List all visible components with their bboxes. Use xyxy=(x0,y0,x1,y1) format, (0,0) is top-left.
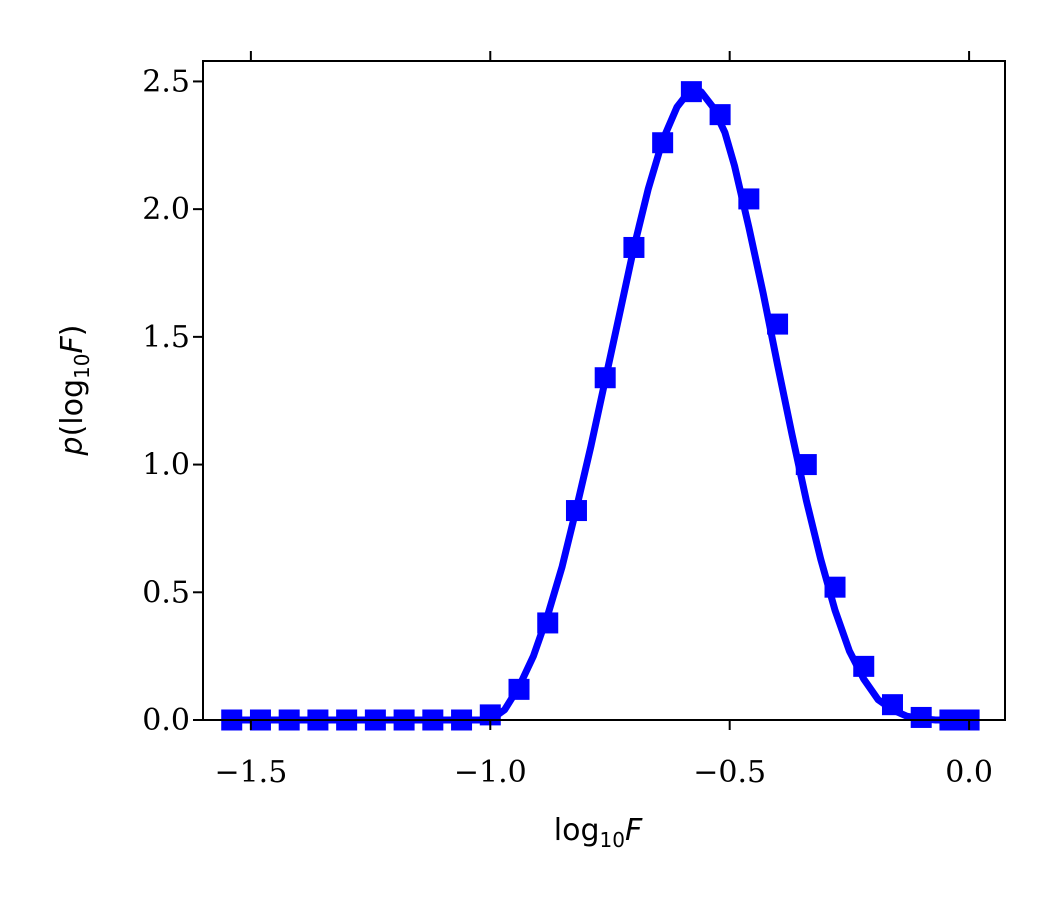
y-tick-label: 0.5 xyxy=(142,575,190,610)
data-marker xyxy=(508,678,530,700)
axes-frame xyxy=(202,60,1006,721)
x-axis: −1.5 −1.0 −0.5 0.0 xyxy=(214,51,993,790)
data-marker xyxy=(853,655,875,677)
y-tick-label: 1.5 xyxy=(142,320,190,355)
data-marker xyxy=(881,694,903,716)
data-marker xyxy=(795,454,817,476)
data-marker xyxy=(910,706,932,728)
fit-curve xyxy=(228,88,973,724)
data-marker xyxy=(709,104,731,126)
y-tick-label: 0.0 xyxy=(142,703,190,738)
data-marker xyxy=(565,500,587,522)
data-marker xyxy=(652,132,674,154)
data-marker xyxy=(767,313,789,335)
data-marker xyxy=(537,612,559,634)
y-tick-label: 1.0 xyxy=(142,448,190,483)
x-tick-label: −1.5 xyxy=(214,755,287,790)
x-axis-label: log10F xyxy=(554,813,643,852)
x-tick-label: −0.5 xyxy=(693,755,766,790)
x-tick-label: −1.0 xyxy=(454,755,527,790)
y-axis-label: p(log10F) xyxy=(55,325,94,457)
y-tick-label: 2.0 xyxy=(142,192,190,227)
data-marker xyxy=(594,367,616,389)
data-marker xyxy=(623,236,645,258)
y-tick-label: 2.5 xyxy=(142,64,190,99)
y-axis: 0.0 0.5 1.0 1.5 2.0 2.5 xyxy=(142,64,203,738)
x-tick-label: 0.0 xyxy=(945,755,993,790)
data-marker xyxy=(738,188,760,210)
data-marker xyxy=(824,576,846,598)
data-marker xyxy=(680,81,702,103)
